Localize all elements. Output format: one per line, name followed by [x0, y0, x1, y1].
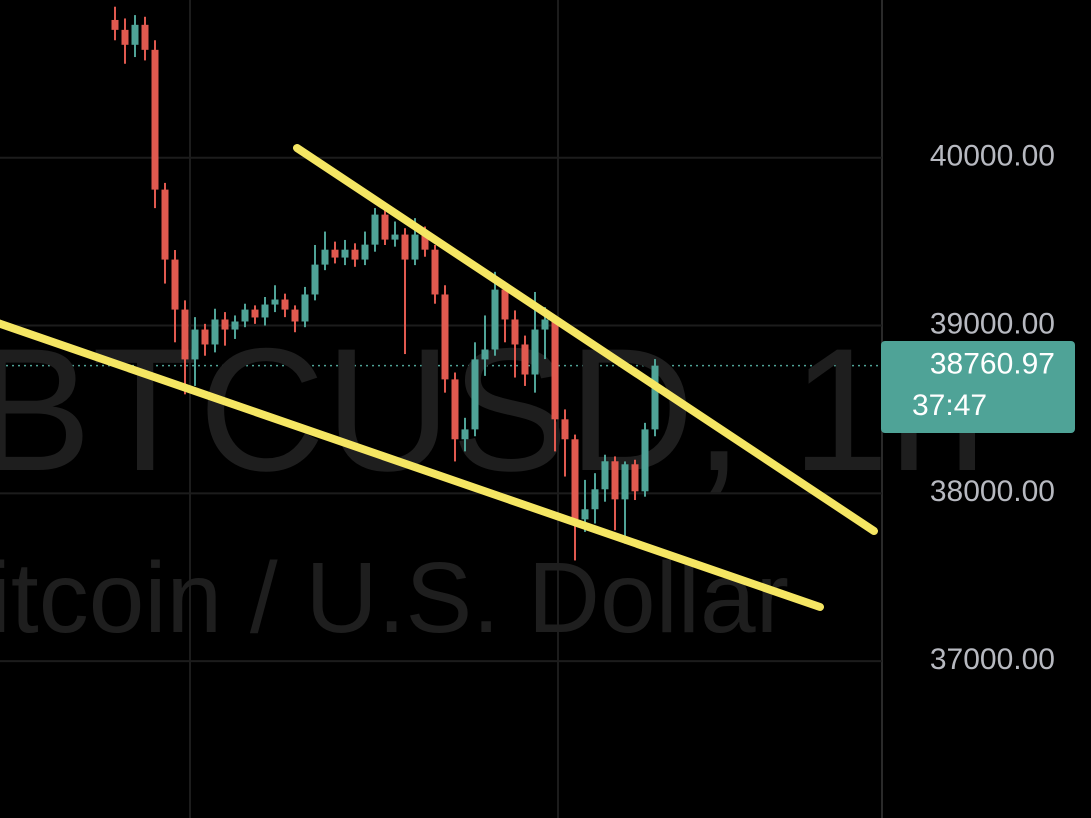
candle-body — [321, 249, 329, 265]
candle-body — [261, 304, 269, 318]
countdown: 37:47 — [912, 389, 987, 422]
candle-body — [201, 329, 209, 345]
candle-body — [111, 19, 119, 30]
candle-body — [161, 189, 169, 260]
candle-body — [231, 321, 239, 330]
y-tick-label: 39000.00 — [930, 307, 1055, 340]
candle-body — [221, 319, 229, 330]
candle-body — [491, 289, 499, 350]
candle-body — [331, 249, 339, 258]
candle-body — [301, 294, 309, 322]
candle-body — [421, 234, 429, 250]
candle-body — [601, 461, 609, 490]
candle-body — [501, 289, 509, 320]
trend-line-lower — [0, 319, 824, 611]
candle-body — [291, 309, 299, 322]
candle-body — [521, 344, 529, 375]
candle-body — [191, 329, 199, 360]
candle-body — [181, 309, 189, 360]
candle-body — [581, 509, 589, 520]
candle-body — [481, 349, 489, 360]
candle-body — [251, 309, 259, 318]
candle-body — [411, 234, 419, 260]
candle-body — [381, 214, 389, 240]
candle-body — [611, 461, 619, 500]
candle-body — [431, 249, 439, 295]
candle-body — [461, 429, 469, 440]
candle-body — [281, 299, 289, 310]
candles — [111, 6, 659, 561]
candle-body — [311, 264, 319, 295]
candle-body — [351, 249, 359, 260]
candle-body — [541, 319, 549, 330]
candle-body — [471, 359, 479, 430]
price-axis: 37000.00 38000.00 39000.00 40000.00 — [930, 140, 1055, 676]
y-tick-label: 38000.00 — [930, 475, 1055, 508]
candle-body — [561, 419, 569, 440]
candle-body — [391, 234, 399, 240]
candle-body — [171, 259, 179, 310]
candle-body — [511, 319, 519, 345]
candle-body — [651, 365, 659, 430]
candle-body — [591, 489, 599, 510]
candle-body — [211, 319, 219, 345]
candle-body — [341, 249, 349, 258]
candle-body — [631, 464, 639, 492]
candle-body — [121, 29, 129, 45]
watermark-name: Bitcoin / U.S. Dollar — [0, 542, 789, 654]
candle-body — [641, 429, 649, 492]
y-tick-label: 40000.00 — [930, 140, 1055, 173]
candle-body — [551, 319, 559, 420]
candle-body — [361, 244, 369, 260]
candle-body — [131, 24, 139, 45]
candle-body — [241, 309, 249, 322]
price-label-box — [881, 341, 1075, 433]
y-tick-label: 37000.00 — [930, 643, 1055, 676]
last-price: 38760.97 — [930, 348, 1055, 381]
candle-body — [141, 24, 149, 50]
candle-body — [621, 464, 629, 500]
candle-body — [151, 49, 159, 190]
candle-body — [451, 379, 459, 440]
candle-body — [571, 439, 579, 520]
candle-body — [401, 234, 409, 260]
candle-body — [531, 329, 539, 375]
trend-line-upper — [293, 144, 878, 535]
candle-body — [371, 214, 379, 245]
candle-body — [441, 294, 449, 380]
candle-body — [271, 299, 279, 305]
